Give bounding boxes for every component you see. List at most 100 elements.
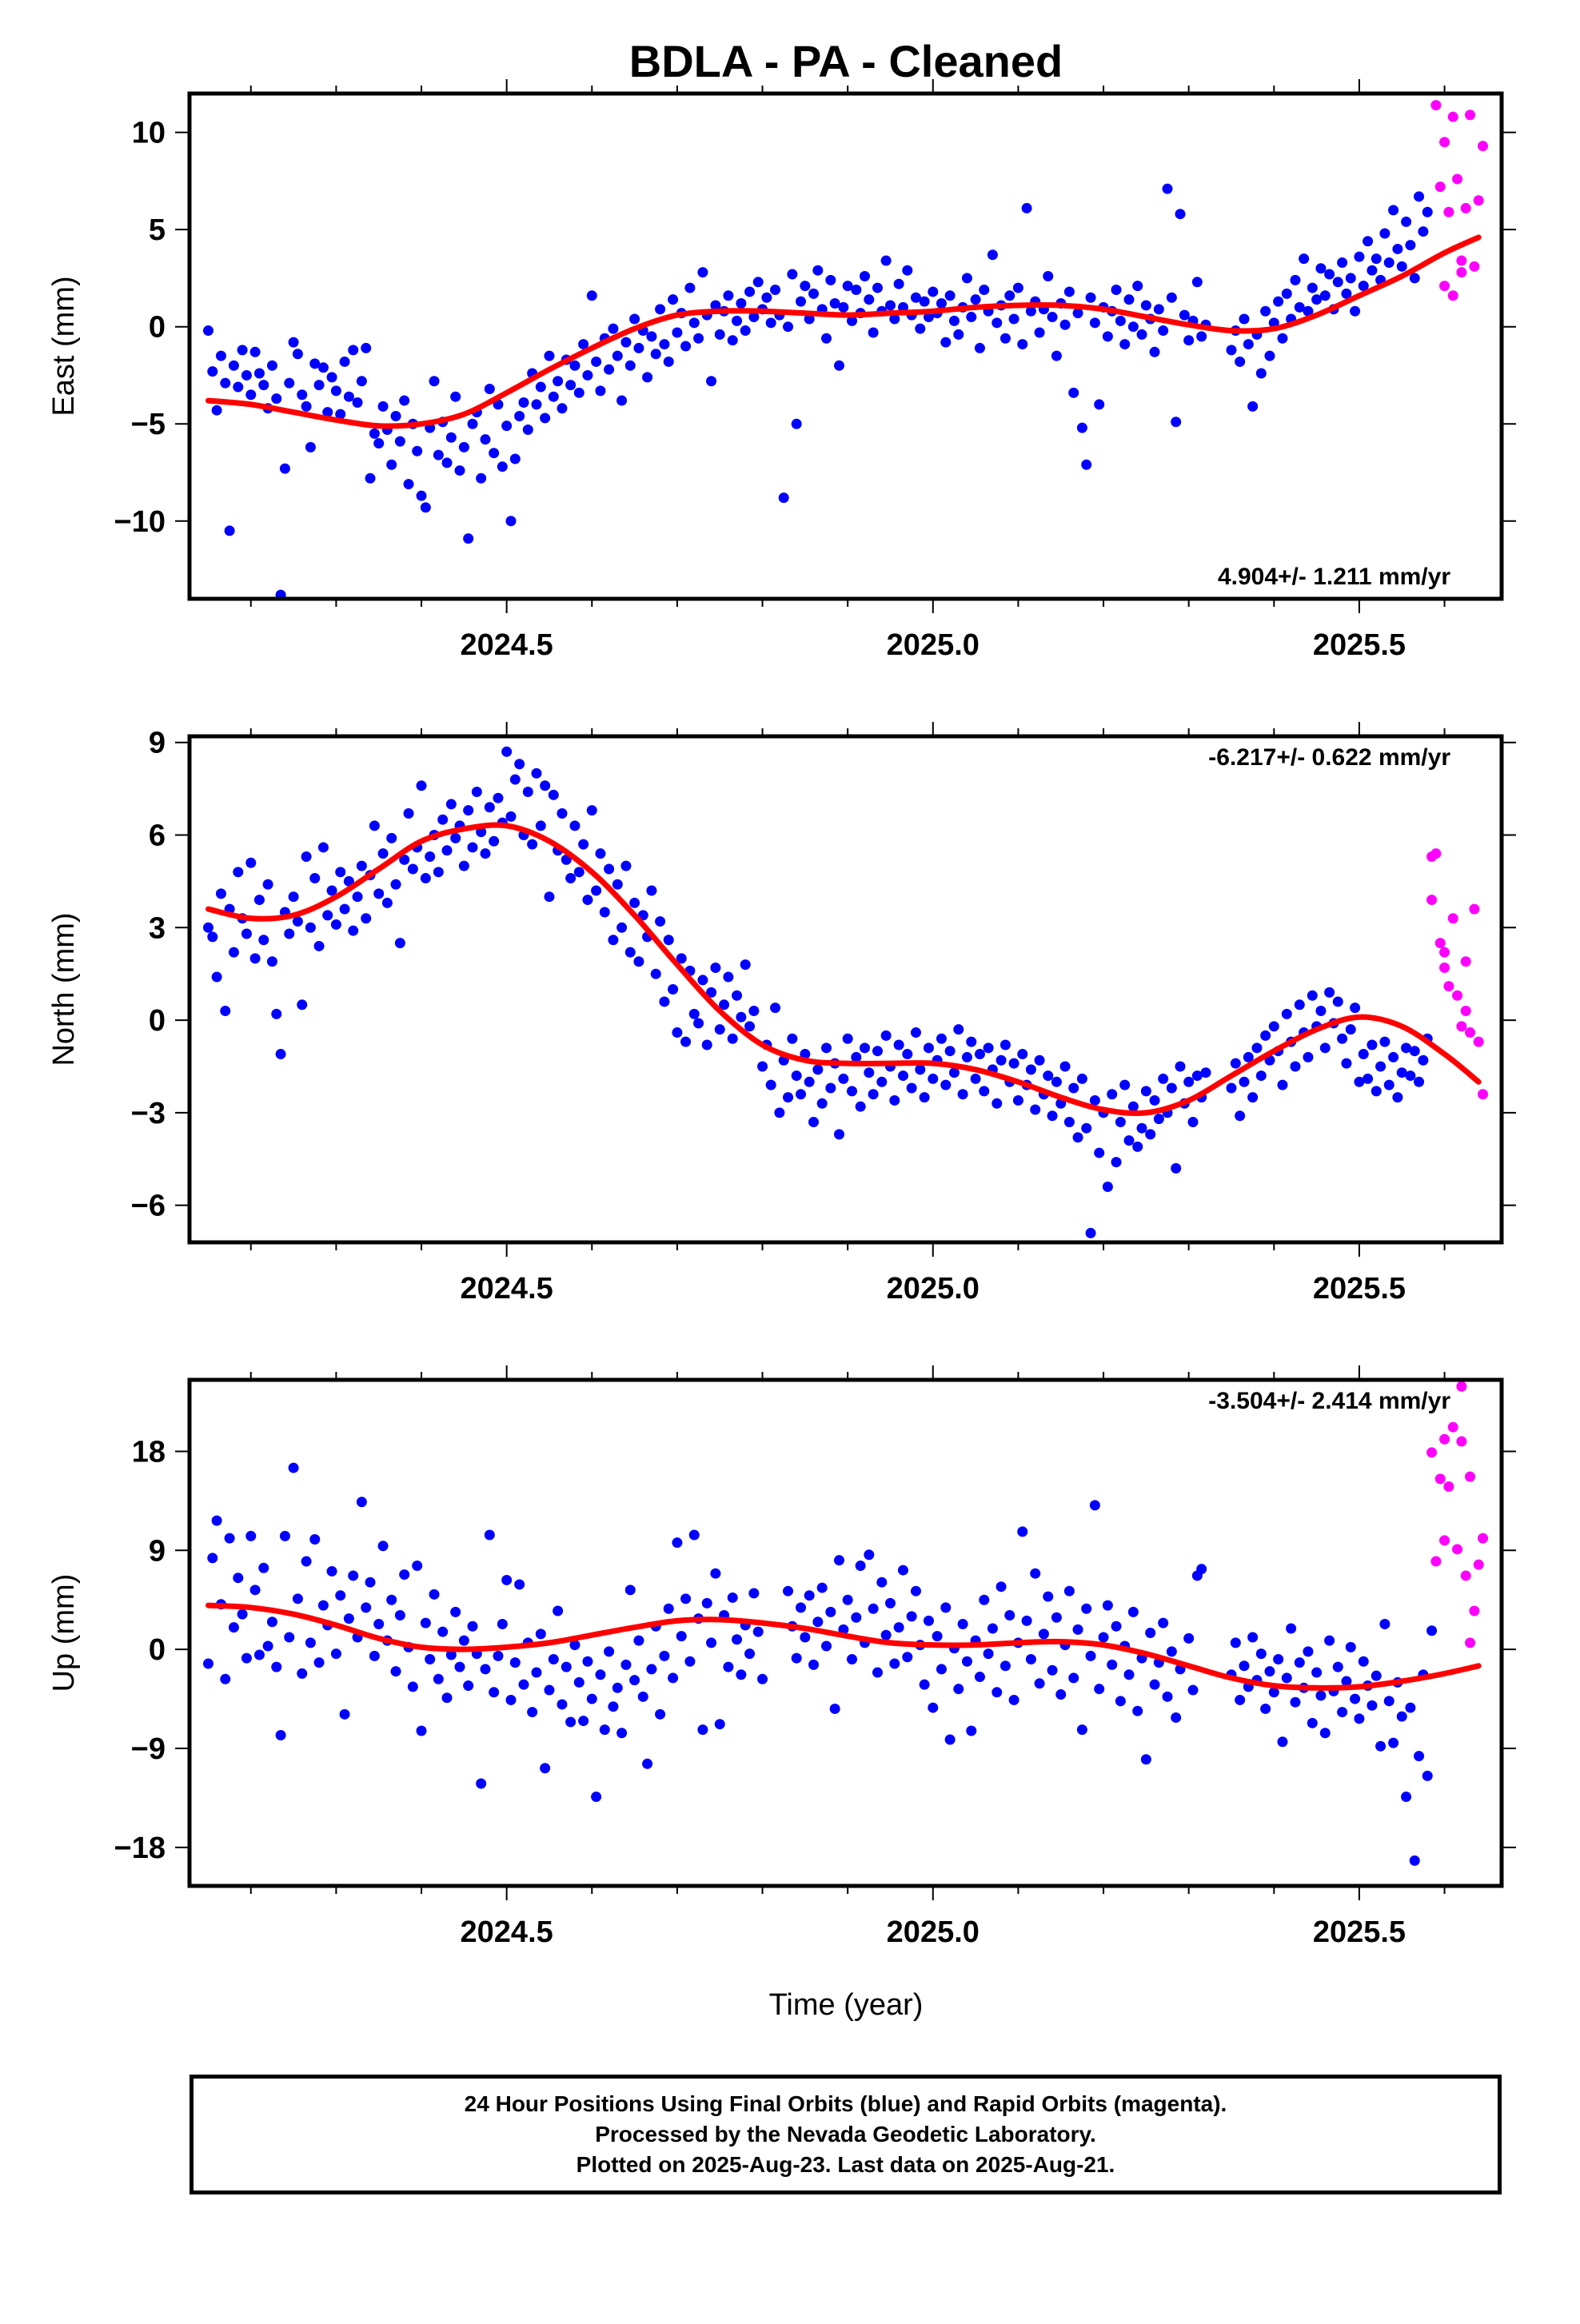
up-final-orbit-point <box>275 1729 286 1740</box>
up-final-orbit-point <box>425 1654 436 1665</box>
north-final-orbit-point <box>655 916 666 927</box>
up-final-orbit-point <box>343 1613 354 1624</box>
up-rapid-orbit-point <box>1465 1471 1476 1482</box>
east-y-axis-label: East (mm) <box>47 276 81 416</box>
north-final-orbit-point <box>241 928 252 939</box>
north-final-orbit-point <box>868 1089 879 1100</box>
up-final-orbit-point <box>1319 1728 1331 1739</box>
up-final-orbit-point <box>1123 1669 1135 1680</box>
up-final-orbit-point <box>608 1701 619 1712</box>
north-final-orbit-point <box>489 835 500 847</box>
up-final-orbit-point <box>450 1606 461 1617</box>
north-final-orbit-point <box>928 1073 939 1084</box>
up-final-orbit-point <box>1358 1656 1369 1667</box>
north-final-orbit-point <box>1345 1024 1356 1035</box>
up-final-orbit-point <box>1017 1526 1028 1537</box>
north-final-orbit-point <box>505 811 517 822</box>
north-final-orbit-point <box>377 848 389 859</box>
up-final-orbit-point <box>1422 1770 1433 1781</box>
up-final-orbit-point <box>616 1728 628 1739</box>
north-final-orbit-point <box>859 1042 870 1054</box>
east-final-orbit-point <box>970 294 981 305</box>
north-final-orbit-point <box>540 780 551 791</box>
up-final-orbit-point <box>463 1680 474 1692</box>
north-final-orbit-point <box>548 789 559 800</box>
north-final-orbit-point <box>1127 1101 1139 1112</box>
east-final-orbit-point <box>586 290 597 301</box>
up-final-orbit-point <box>655 1708 666 1720</box>
north-final-orbit-point <box>948 1067 960 1078</box>
up-final-orbit-point <box>910 1585 921 1597</box>
east-final-orbit-point <box>241 369 252 381</box>
up-final-orbit-point <box>872 1667 883 1678</box>
up-final-orbit-point <box>1324 1635 1335 1646</box>
north-final-orbit-point <box>1255 1070 1267 1082</box>
east-final-orbit-point <box>884 300 896 311</box>
north-final-orbit-point <box>1375 1061 1386 1072</box>
up-final-orbit-point <box>727 1592 738 1603</box>
east-final-orbit-point <box>838 301 849 313</box>
north-final-orbit-point <box>961 1051 972 1062</box>
up-final-orbit-point <box>880 1629 892 1640</box>
up-final-orbit-point <box>365 1577 376 1588</box>
north-final-orbit-point <box>1076 1073 1087 1084</box>
east-final-orbit-point <box>659 339 670 350</box>
up-final-orbit-point <box>514 1579 525 1590</box>
up-final-orbit-point <box>1290 1696 1301 1708</box>
north-rapid-orbit-point <box>1465 1027 1476 1038</box>
north-final-orbit-point <box>1315 1006 1327 1017</box>
up-final-orbit-point <box>591 1792 602 1803</box>
east-final-orbit-point <box>868 327 879 338</box>
up-final-orbit-point <box>557 1699 568 1710</box>
north-final-orbit-point <box>233 867 244 878</box>
north-final-orbit-point <box>732 990 743 1001</box>
north-final-orbit-point <box>1251 1042 1263 1054</box>
up-final-orbit-point <box>995 1581 1007 1593</box>
north-final-orbit-point <box>501 746 513 757</box>
east-final-orbit-point <box>1299 253 1310 265</box>
up-final-orbit-point <box>548 1654 559 1665</box>
up-final-orbit-point <box>1166 1646 1177 1657</box>
east-final-orbit-point <box>752 277 764 288</box>
north-final-orbit-point <box>326 885 337 896</box>
north-final-orbit-point <box>1319 1042 1331 1054</box>
east-final-orbit-point <box>292 349 303 360</box>
north-final-orbit-point <box>1396 1067 1407 1078</box>
north-y-axis-label: North (mm) <box>47 912 81 1066</box>
east-final-orbit-point <box>1166 292 1177 303</box>
north-final-orbit-point <box>480 848 491 859</box>
up-xtick-label: 2025.5 <box>1313 1915 1406 1949</box>
up-panel: 2024.5 2025.0 2025.5 −18 −9 0 9 18 Up (mm) -3.504… <box>47 1365 1516 1949</box>
north-final-orbit-point <box>1068 1082 1079 1094</box>
east-final-orbit-point <box>249 346 261 357</box>
footer-line-processed: Processed by the Nevada Geodetic Laborat… <box>595 2122 1096 2147</box>
north-final-orbit-point <box>1239 1076 1250 1087</box>
north-final-orbit-point <box>463 805 474 816</box>
east-final-orbit-point <box>624 360 636 371</box>
east-final-orbit-point <box>1025 305 1036 317</box>
north-final-orbit-point <box>1324 987 1335 998</box>
east-final-orbit-point <box>1290 274 1301 285</box>
north-final-orbit-point <box>390 879 401 890</box>
north-final-orbit-point <box>966 1036 977 1047</box>
east-final-orbit-point <box>1332 277 1343 288</box>
east-final-orbit-point <box>953 329 964 340</box>
north-final-orbit-point <box>1132 1141 1143 1152</box>
north-final-orbit-point <box>1153 1114 1164 1125</box>
east-fit-curve <box>205 234 1482 429</box>
north-ytick-label: −3 <box>131 1097 166 1130</box>
east-final-orbit-point <box>821 333 832 344</box>
north-final-orbit-point <box>215 888 226 899</box>
north-xtick-label: 2025.0 <box>887 1272 980 1306</box>
east-final-orbit-point <box>535 381 546 393</box>
up-final-orbit-point <box>394 1609 405 1620</box>
north-final-orbit-point <box>313 940 325 951</box>
up-final-orbit-point <box>1187 1684 1199 1696</box>
east-velocity-rate-label: 4.904+/- 1.211 mm/yr <box>1218 564 1450 590</box>
up-final-orbit-point <box>893 1622 904 1633</box>
north-final-orbit-point <box>1115 1116 1126 1127</box>
up-final-orbit-point <box>399 1569 410 1581</box>
north-final-orbit-point <box>646 885 657 896</box>
north-final-orbit-point <box>407 863 418 875</box>
up-final-orbit-point <box>224 1533 235 1544</box>
